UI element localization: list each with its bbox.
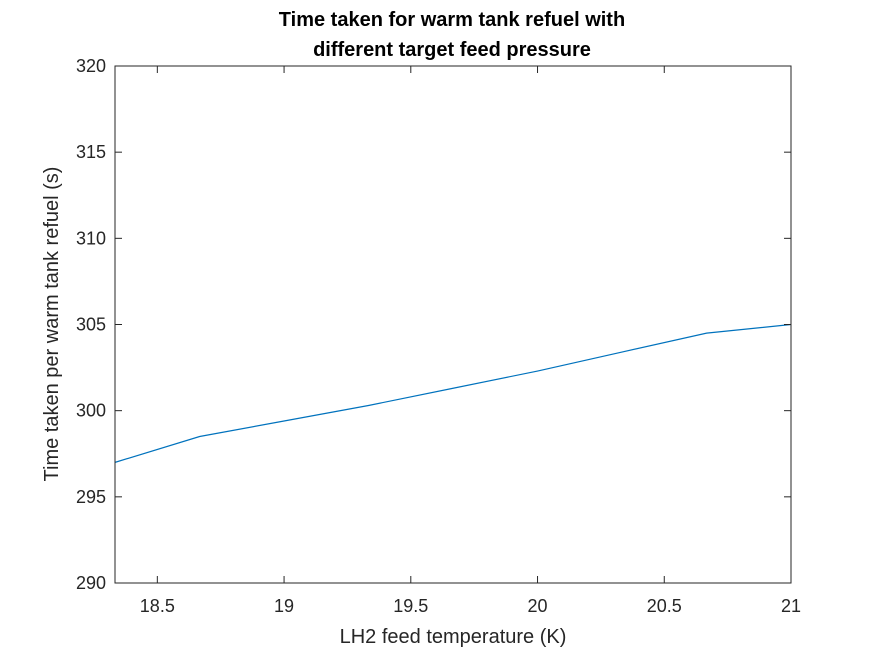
chart-title-line-1: Time taken for warm tank refuel with [279, 9, 625, 31]
y-tick-label: 310 [76, 228, 106, 248]
y-tick-label: 315 [76, 142, 106, 162]
plot-area [115, 66, 791, 583]
x-tick-label: 21 [781, 596, 801, 616]
x-tick-label: 19.5 [393, 596, 428, 616]
y-axis-ticks: 290 295 300 305 310 315 320 [76, 56, 791, 593]
y-tick-label: 295 [76, 487, 106, 507]
series-layer [114, 323, 792, 463]
y-tick-label: 305 [76, 315, 106, 335]
x-tick-label: 20 [528, 596, 548, 616]
y-tick-label: 290 [76, 573, 106, 593]
x-axis-label: LH2 feed temperature (K) [340, 626, 567, 648]
y-tick-label: 300 [76, 401, 106, 421]
chart-title: Time taken for warm tank refuel with dif… [279, 9, 625, 61]
series-line-0 [114, 323, 792, 463]
chart-title-line-2: different target feed pressure [313, 39, 591, 61]
x-tick-label: 19 [274, 596, 294, 616]
y-axis-label: Time taken per warm tank refuel (s) [41, 167, 63, 482]
y-tick-label: 320 [76, 56, 106, 76]
x-tick-label: 18.5 [140, 596, 175, 616]
x-tick-label: 20.5 [647, 596, 682, 616]
x-axis-ticks: 18.5 19 19.5 20 20.5 21 [140, 66, 801, 616]
